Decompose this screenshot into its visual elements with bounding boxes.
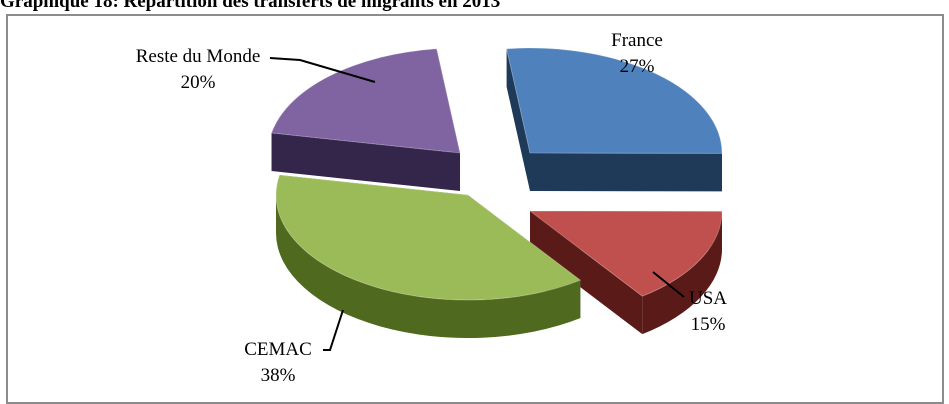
slice-value-label-cemac: 38% [261, 365, 296, 386]
pie-slice-france [507, 48, 722, 153]
slice-value-label-usa: 15% [691, 314, 726, 335]
slice-label-reste-du-monde: Reste du Monde [136, 46, 261, 67]
slice-label-cemac: CEMAC [244, 339, 312, 360]
slice-value-label-reste-du-monde: 20% [181, 72, 216, 93]
slice-value-label-france: 27% [620, 56, 655, 77]
leader-line-cemac [323, 310, 343, 350]
slice-label-france: France [611, 30, 663, 51]
slice-label-usa: USA [689, 288, 727, 309]
slice-wall-france-1 [530, 153, 722, 191]
